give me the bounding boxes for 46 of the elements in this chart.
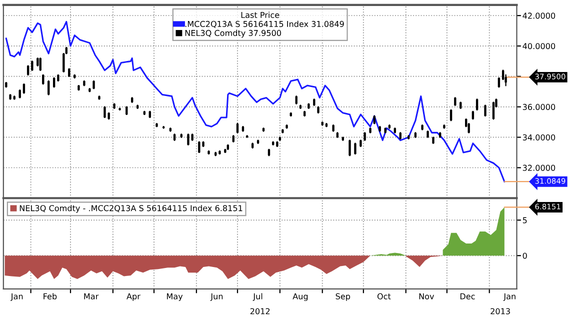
candlestick [354, 142, 356, 155]
candlestick [187, 134, 190, 146]
candlestick [504, 74, 507, 86]
y-tick-label: 42.0000 [522, 12, 556, 19]
x-tick-label: Sep [336, 293, 350, 301]
y-tick-label: 32.0000 [522, 164, 556, 171]
candlestick [39, 58, 42, 71]
x-tick-label: Oct [377, 293, 391, 300]
candlestick [42, 74, 44, 85]
x-tick-label: Jul [252, 293, 262, 301]
x-tick-label: Mar [84, 293, 99, 300]
y-tick-label: 34.0000 [522, 134, 556, 140]
candlestick [348, 140, 351, 156]
legend-label: NEL3Q Comdty 37.9500 [185, 30, 282, 38]
candlestick [48, 80, 50, 96]
candlestick [198, 141, 200, 154]
text: 2012 [250, 308, 270, 314]
y-tick-label: 5 [522, 217, 527, 224]
legend-title: Last Price [241, 12, 280, 18]
x-tick-label: Jun [210, 293, 223, 301]
candlestick [236, 123, 239, 134]
candlestick [492, 102, 495, 120]
x-tick-label: Apr [126, 293, 140, 301]
x-tick-label: Nov [419, 293, 434, 300]
text: 2013 [490, 308, 510, 314]
line-series [5, 20, 506, 182]
x-tick-label: Feb [44, 293, 57, 300]
x-tick-label: Jan [503, 293, 516, 301]
candlestick [476, 98, 478, 110]
candlestick [52, 77, 56, 88]
y-tick-label: 40.0000 [522, 43, 556, 50]
legend-label: .MCC2Q13A S 56164115 Index 31.0849 [185, 20, 344, 28]
candlestick [22, 83, 26, 94]
candlestick [104, 106, 106, 118]
y-tick-label: 0 [522, 252, 527, 259]
candlestick [498, 77, 500, 88]
y-tick-label: 36.0000 [522, 104, 556, 110]
candlestick [450, 109, 452, 122]
x-tick-label: Jan [10, 293, 23, 301]
x-tick-label: May [167, 293, 183, 301]
candlestick [26, 65, 30, 76]
candlestick [31, 60, 34, 71]
candlestick [484, 104, 486, 117]
x-tick-label: Dec [460, 293, 475, 300]
legend-label: NEL3Q Comdty - .MCC2Q13A S 56164115 Index 6.8151 [20, 204, 242, 213]
x-tick-label: Aug [292, 293, 308, 301]
